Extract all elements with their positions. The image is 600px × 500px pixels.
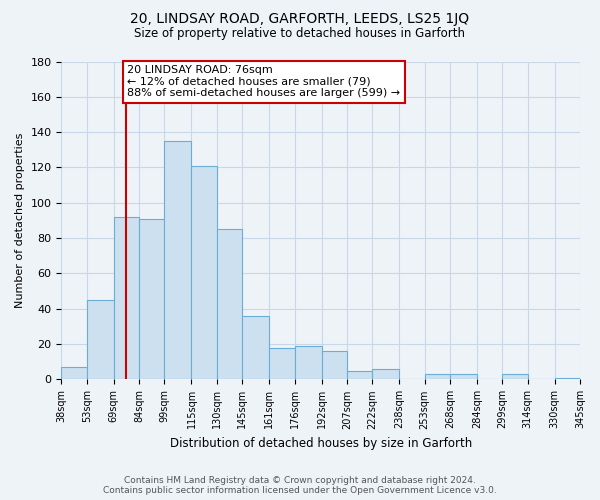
- Bar: [164, 141, 191, 380]
- Bar: [450, 374, 477, 380]
- Bar: [87, 300, 114, 380]
- Bar: [372, 369, 399, 380]
- X-axis label: Distribution of detached houses by size in Garforth: Distribution of detached houses by size …: [170, 437, 472, 450]
- Text: 20, LINDSAY ROAD, GARFORTH, LEEDS, LS25 1JQ: 20, LINDSAY ROAD, GARFORTH, LEEDS, LS25 …: [130, 12, 470, 26]
- Bar: [139, 218, 164, 380]
- Bar: [425, 374, 450, 380]
- Bar: [269, 348, 295, 380]
- Bar: [191, 166, 217, 380]
- Text: Contains HM Land Registry data © Crown copyright and database right 2024.
Contai: Contains HM Land Registry data © Crown c…: [103, 476, 497, 495]
- Bar: [61, 367, 87, 380]
- Bar: [347, 370, 372, 380]
- Text: Size of property relative to detached houses in Garforth: Size of property relative to detached ho…: [134, 28, 466, 40]
- Bar: [242, 316, 269, 380]
- Text: 20 LINDSAY ROAD: 76sqm
← 12% of detached houses are smaller (79)
88% of semi-det: 20 LINDSAY ROAD: 76sqm ← 12% of detached…: [127, 65, 400, 98]
- Bar: [322, 351, 347, 380]
- Bar: [217, 230, 242, 380]
- Bar: [114, 217, 139, 380]
- Bar: [295, 346, 322, 380]
- Y-axis label: Number of detached properties: Number of detached properties: [15, 133, 25, 308]
- Bar: [502, 374, 527, 380]
- Bar: [554, 378, 580, 380]
